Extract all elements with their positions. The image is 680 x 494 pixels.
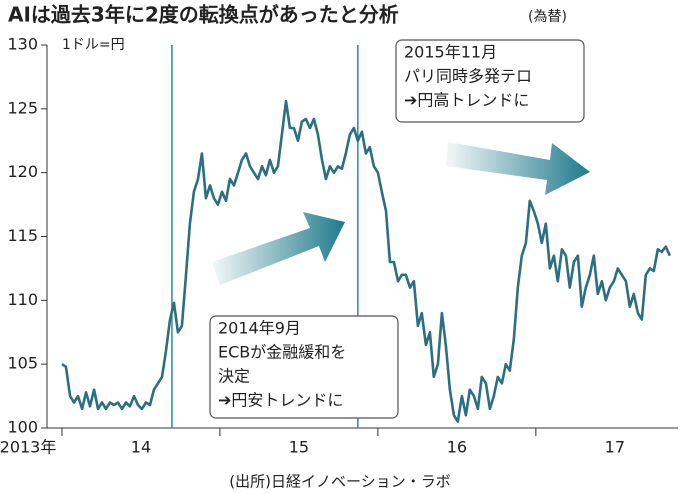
- x-tick-label: 2013年: [0, 438, 56, 457]
- annotation-text: ECBが金融緩和を: [218, 343, 346, 362]
- x-tick-label: 15: [289, 438, 309, 457]
- x-tick-label: 17: [605, 438, 625, 457]
- chart-subtitle: (為替): [528, 9, 567, 25]
- y-tick-label: 105: [7, 354, 38, 373]
- annotation-text: 2014年9月: [218, 319, 301, 338]
- series-line: [61, 99, 671, 423]
- y-tick-label: 130: [7, 35, 38, 54]
- y-tick-label: 115: [7, 226, 38, 245]
- source: (出所)日経イノベーション・ラボ: [229, 473, 450, 491]
- annotation-text: ➔円安トレンドに: [218, 391, 343, 410]
- x-tick-label: 16: [447, 438, 467, 457]
- y-tick-label: 125: [7, 98, 38, 117]
- x-tick-label: 14: [131, 438, 151, 457]
- annotation-box: [209, 315, 399, 419]
- y-tick-label: 100: [7, 418, 38, 437]
- annotation-text: パリ同時多発テロ: [404, 67, 532, 86]
- annotation-text: 2015年11月: [404, 43, 497, 62]
- annotation-text: 決定: [218, 367, 250, 386]
- trend-arrow: [212, 212, 345, 285]
- annotation-box: [395, 39, 585, 123]
- chart-title: AIは過去3年に2度の転換点があったと分析: [8, 3, 399, 27]
- y-axis-label: 1ドル=円: [62, 37, 125, 53]
- trend-arrow: [446, 142, 590, 195]
- y-tick-label: 120: [7, 162, 38, 181]
- annotation-text: ➔円高トレンドに: [404, 91, 529, 110]
- y-tick-label: 110: [7, 290, 38, 309]
